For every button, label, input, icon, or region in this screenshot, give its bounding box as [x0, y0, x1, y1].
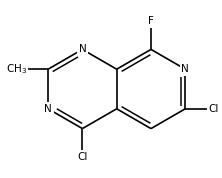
Text: N: N — [79, 44, 86, 54]
Text: Cl: Cl — [208, 104, 219, 114]
Text: F: F — [148, 16, 154, 27]
Text: CH$_3$: CH$_3$ — [6, 62, 27, 76]
Text: Cl: Cl — [77, 151, 88, 162]
Text: N: N — [181, 64, 189, 74]
Text: N: N — [44, 104, 52, 114]
